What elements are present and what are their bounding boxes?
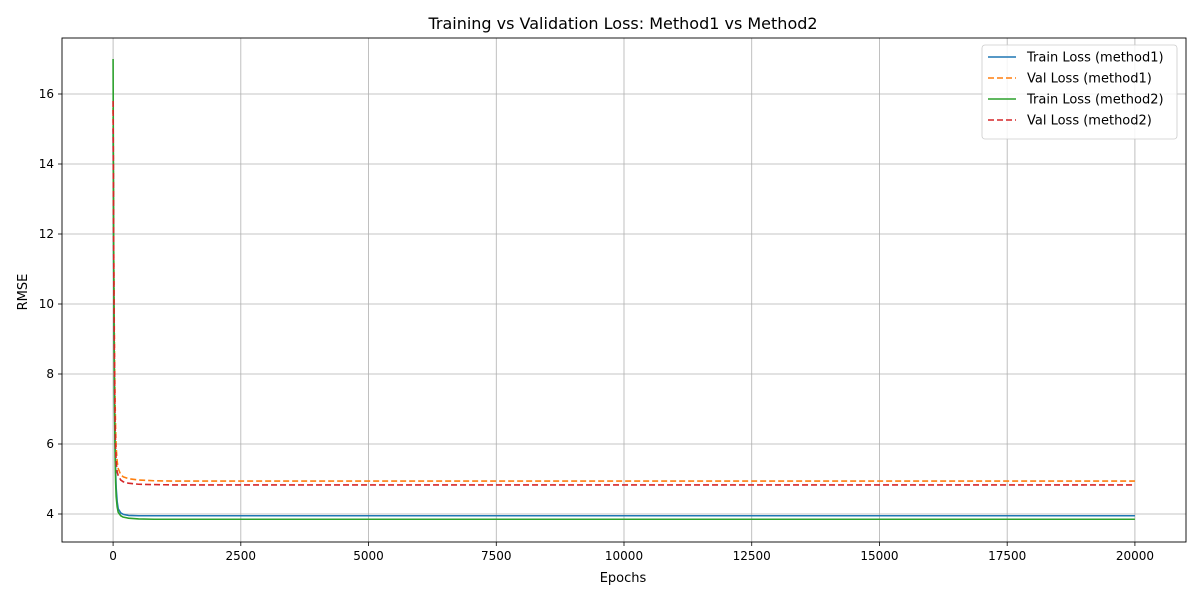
y-tick-label: 14 xyxy=(39,157,54,171)
y-tick-label: 16 xyxy=(39,87,54,101)
x-tick-label: 2500 xyxy=(226,549,257,563)
legend-box xyxy=(981,44,1178,140)
x-tick-label: 7500 xyxy=(481,549,512,563)
y-tick-label: 4 xyxy=(46,507,54,521)
x-tick-label: 15000 xyxy=(860,549,898,563)
series-line-val-loss-method2 xyxy=(112,100,1135,486)
legend-label: Train Loss (method2) xyxy=(1026,93,1164,108)
x-tick-label: 12500 xyxy=(733,549,771,563)
y-axis-title: RMSE xyxy=(16,274,31,311)
y-tick-label: 12 xyxy=(39,227,54,241)
x-axis-title: Epochs xyxy=(600,571,647,586)
legend: Train Loss (method1) Val Loss (method1) Tr… xyxy=(981,44,1178,140)
x-tick-label: 10000 xyxy=(605,549,643,563)
y-tick-label: 8 xyxy=(46,367,54,381)
chart-title: Training vs Validation Loss: Method1 vs … xyxy=(427,14,817,33)
series-layer xyxy=(112,58,1135,521)
legend-label: Train Loss (method1) xyxy=(1026,51,1164,66)
x-tick-label: 17500 xyxy=(988,549,1026,563)
x-tick-label: 0 xyxy=(109,549,117,563)
tick-layer: 0 2500 5000 7500 10000 12500 15000 17500 20000 4 6… xyxy=(39,87,1154,563)
x-tick-label: 20000 xyxy=(1116,549,1154,563)
legend-label: Val Loss (method2) xyxy=(1027,114,1152,129)
x-tick-label: 5000 xyxy=(353,549,384,563)
y-tick-label: 10 xyxy=(39,297,54,311)
y-tick-label: 6 xyxy=(46,437,54,451)
legend-label: Val Loss (method1) xyxy=(1027,72,1152,87)
